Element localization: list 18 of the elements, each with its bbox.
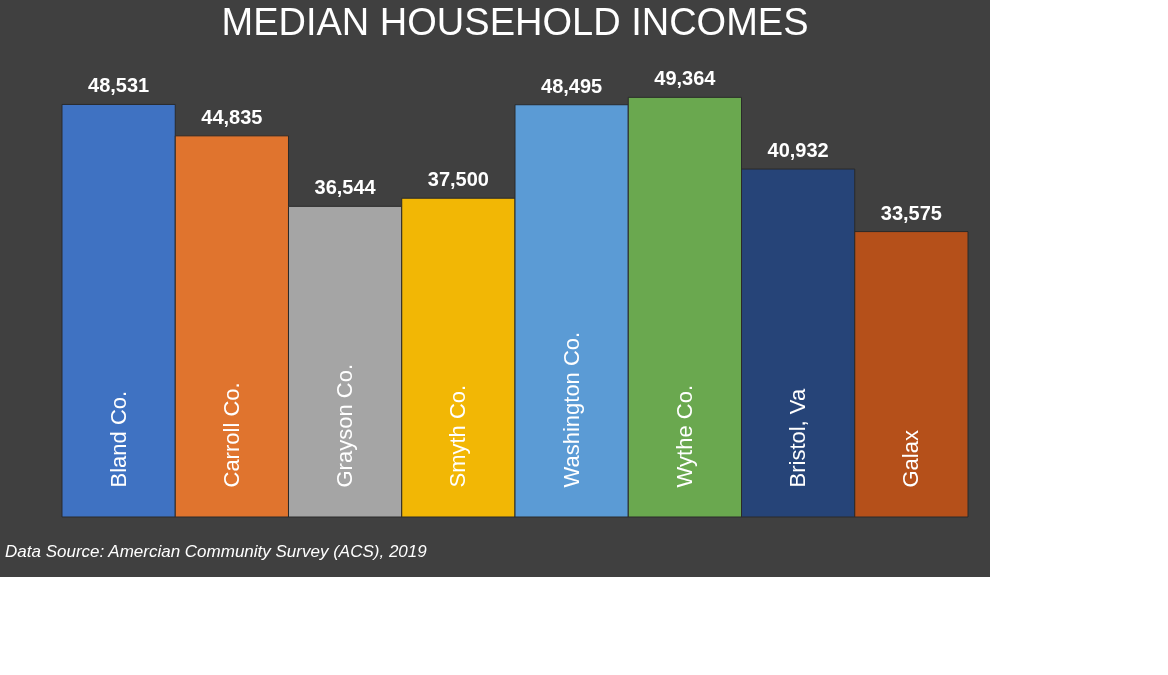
source-note: Data Source: Amercian Community Survey (ACS), 2019 bbox=[5, 542, 428, 561]
data-label: 33,575 bbox=[880, 201, 942, 224]
chart-title: MEDIAN HOUSEHOLD INCOMES bbox=[221, 1, 809, 43]
x-tick-label: Galax bbox=[898, 430, 924, 488]
data-label: 44,835 bbox=[201, 105, 263, 128]
data-label: 36,544 bbox=[314, 176, 377, 199]
x-tick-label: Smyth Co. bbox=[445, 384, 471, 488]
x-tick-label: Bland Co. bbox=[105, 390, 131, 488]
x-tick-label: Wythe Co. bbox=[671, 384, 697, 488]
data-label: 40,932 bbox=[767, 139, 829, 162]
data-label: 48,531 bbox=[88, 74, 150, 97]
x-tick-label: Bristol, Va bbox=[785, 388, 811, 488]
data-label: 37,500 bbox=[427, 168, 489, 191]
x-tick-label: Washington Co. bbox=[558, 331, 584, 488]
x-tick-label: Grayson Co. bbox=[332, 364, 358, 488]
data-label: 48,495 bbox=[541, 74, 603, 97]
data-label: 49,364 bbox=[654, 67, 717, 90]
x-tick-label: Carroll Co. bbox=[218, 382, 244, 488]
